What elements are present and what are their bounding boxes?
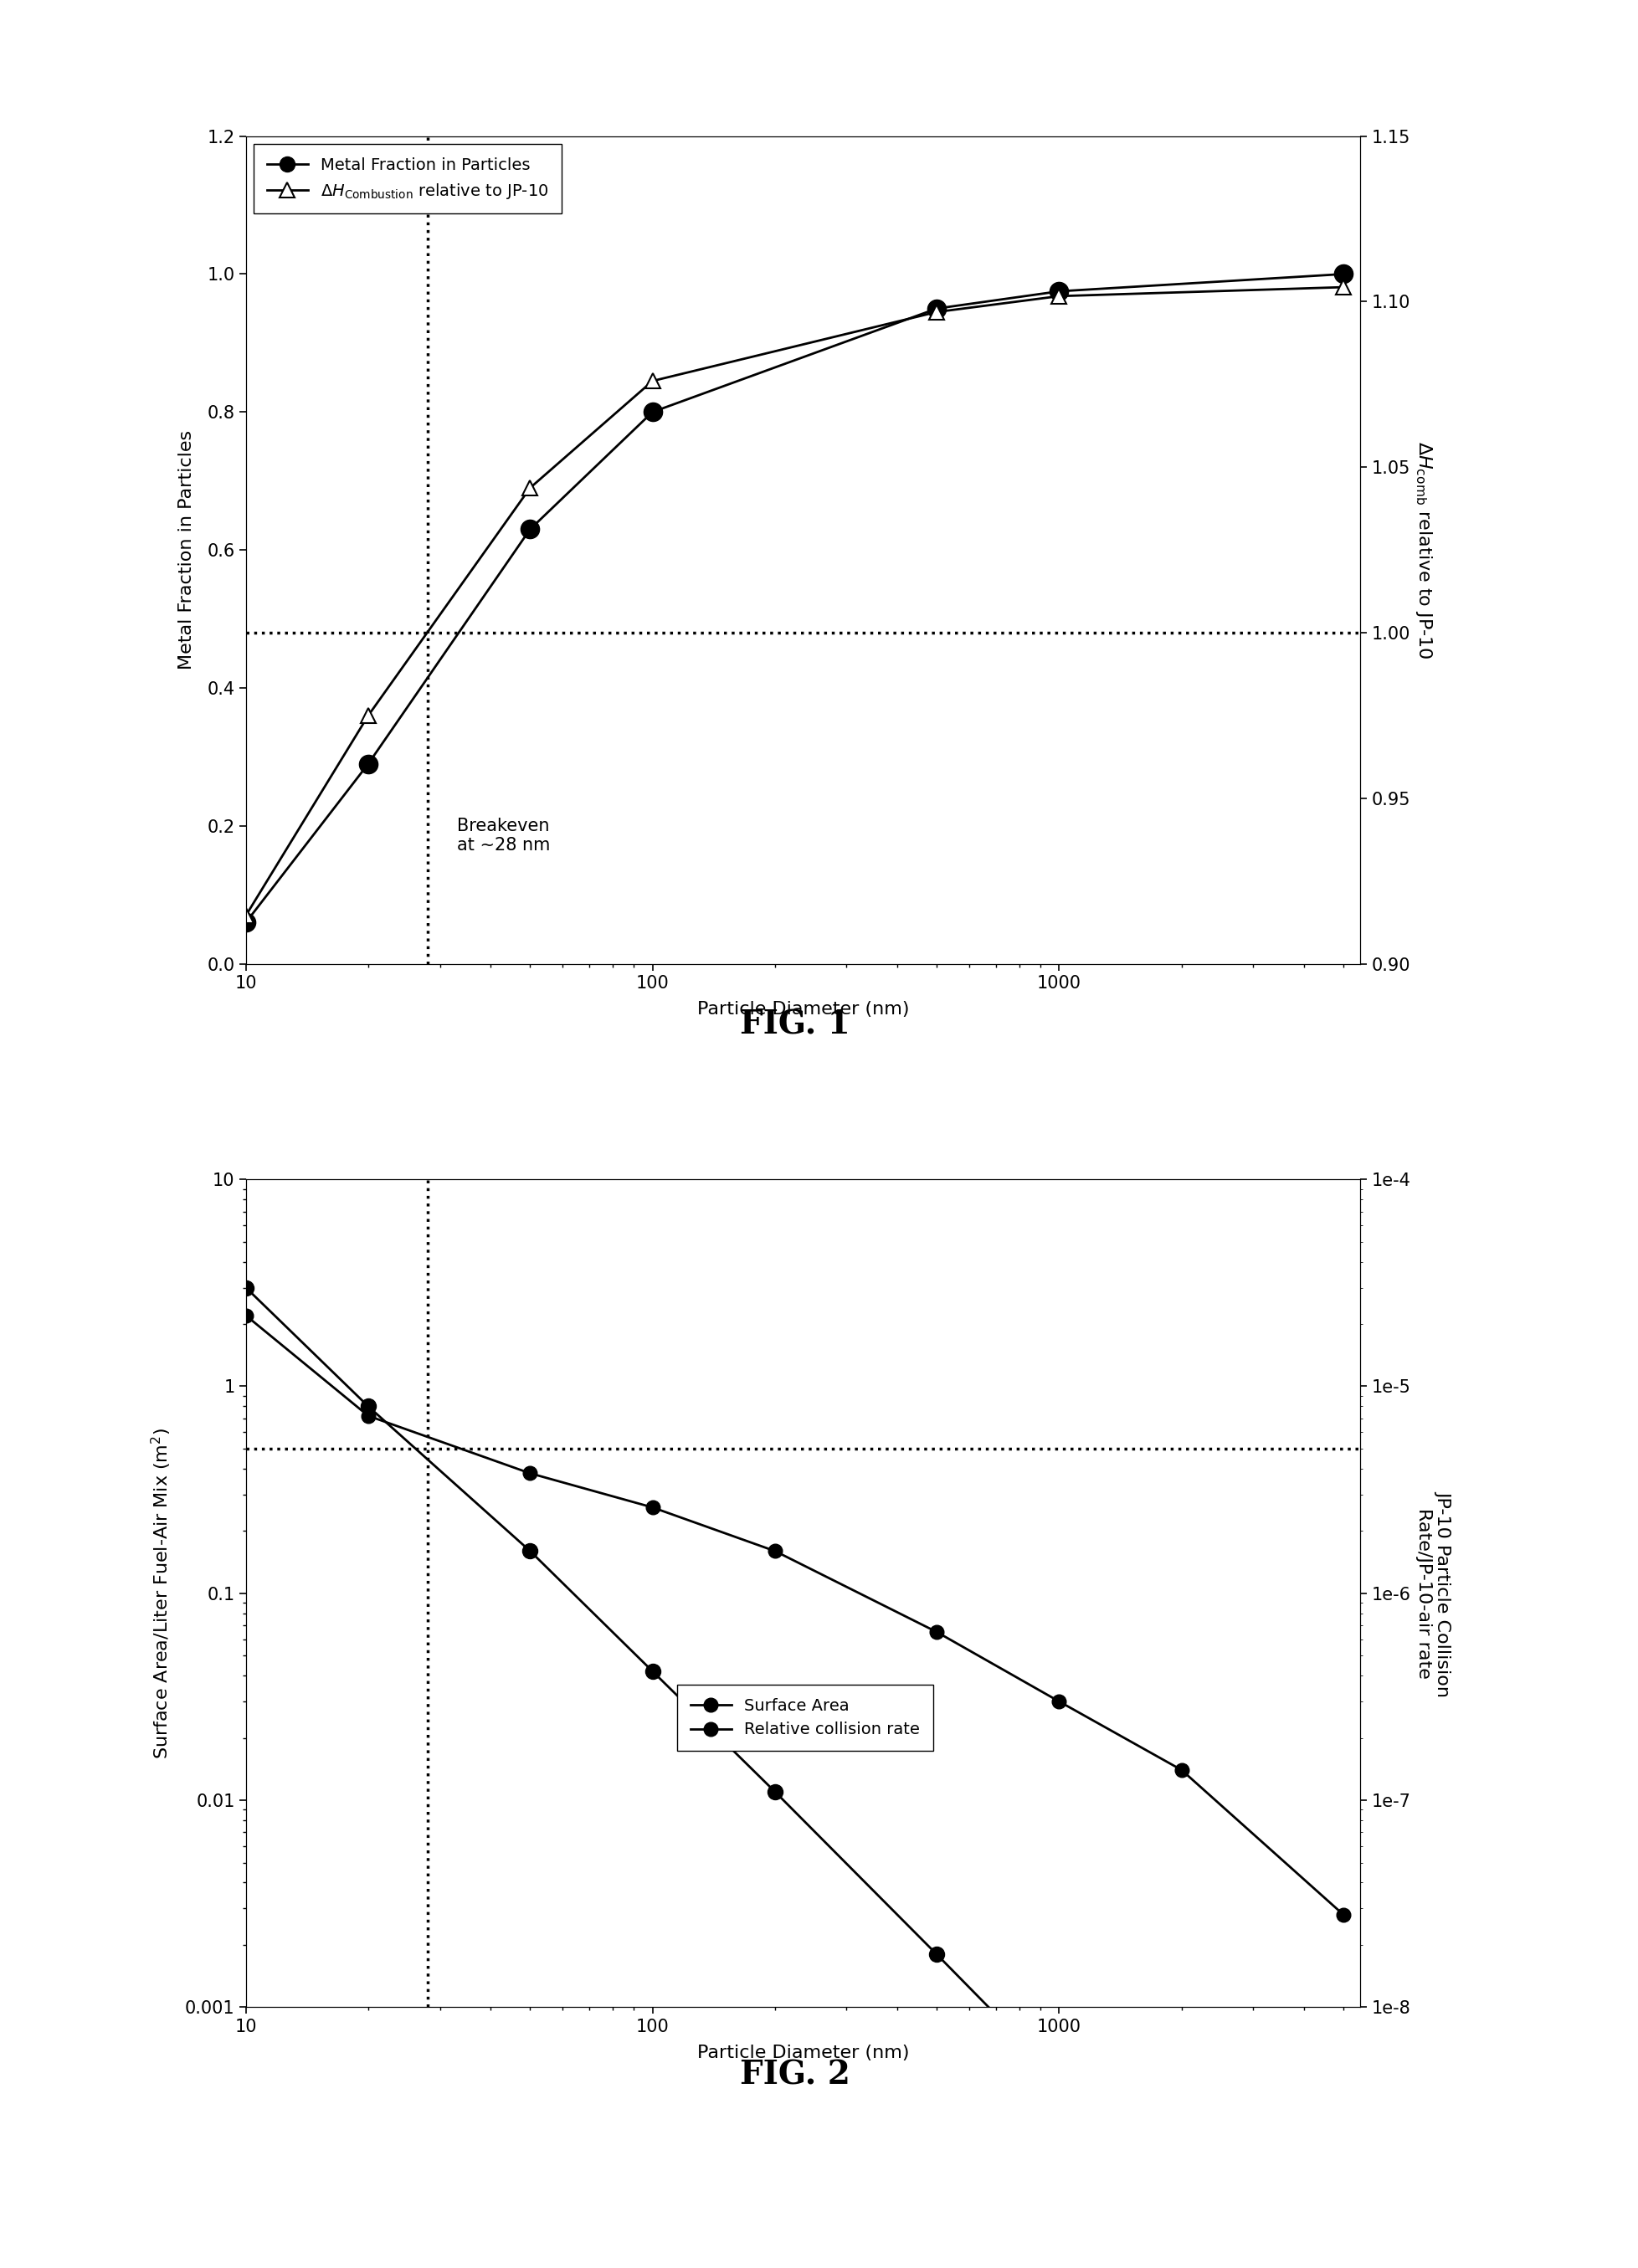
Line: Surface Area: Surface Area: [238, 1279, 1350, 2268]
Y-axis label: JP-10 Particle Collision
Rate/JP-10-air rate: JP-10 Particle Collision Rate/JP-10-air …: [1415, 1490, 1451, 1696]
Surface Area: [519, 1538, 539, 1565]
Y-axis label: Surface Area/Liter Fuel-Air Mix (m$^2$): Surface Area/Liter Fuel-Air Mix (m$^2$): [149, 1427, 174, 1760]
Relative collision rate: [765, 1538, 785, 1565]
Relative collision rate: [1048, 1687, 1068, 1715]
Text: FIG. 2: FIG. 2: [739, 2059, 850, 2091]
Line: Relative collision rate: Relative collision rate: [239, 1309, 1350, 1921]
Surface Area: [1171, 2191, 1191, 2218]
Relative collision rate: [927, 1619, 947, 1647]
Y-axis label: Metal Fraction in Particles: Metal Fraction in Particles: [179, 431, 195, 669]
X-axis label: Particle Diameter (nm): Particle Diameter (nm): [696, 2043, 909, 2062]
Surface Area: [1048, 2066, 1068, 2093]
Relative collision rate: [1333, 1901, 1353, 1928]
Surface Area: [765, 1778, 785, 1805]
Relative collision rate: [519, 1461, 539, 1488]
Text: FIG. 1: FIG. 1: [739, 1009, 850, 1041]
Surface Area: [642, 1658, 662, 1685]
Surface Area: [359, 1393, 378, 1420]
Relative collision rate: [642, 1495, 662, 1522]
X-axis label: Particle Diameter (nm): Particle Diameter (nm): [696, 1000, 909, 1018]
Relative collision rate: [1171, 1755, 1191, 1783]
Relative collision rate: [236, 1302, 256, 1329]
Legend: Surface Area, Relative collision rate: Surface Area, Relative collision rate: [676, 1685, 932, 1751]
Y-axis label: $\Delta H_{\rm comb}$ relative to JP-10: $\Delta H_{\rm comb}$ relative to JP-10: [1412, 440, 1433, 660]
Relative collision rate: [359, 1402, 378, 1429]
Surface Area: [927, 1941, 947, 1969]
Surface Area: [236, 1275, 256, 1302]
Text: Breakeven
at ~28 nm: Breakeven at ~28 nm: [457, 816, 550, 853]
Legend: Metal Fraction in Particles, $\Delta H_{\rm Combustion}$ relative to JP-10: Metal Fraction in Particles, $\Delta H_{…: [254, 145, 562, 213]
